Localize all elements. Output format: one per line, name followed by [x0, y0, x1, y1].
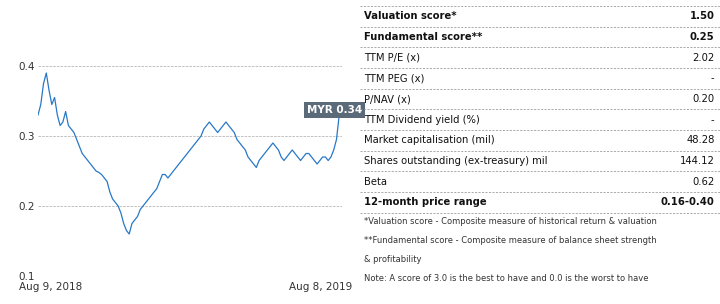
Text: Fundamental score**: Fundamental score**	[364, 32, 482, 42]
Text: Valuation score*: Valuation score*	[364, 12, 456, 21]
Text: 2.02: 2.02	[693, 53, 714, 63]
Text: 0.20: 0.20	[693, 94, 714, 104]
Text: 0.25: 0.25	[690, 32, 714, 42]
Text: P/NAV (x): P/NAV (x)	[364, 94, 410, 104]
Text: **Fundamental score - Composite measure of balance sheet strength: **Fundamental score - Composite measure …	[364, 236, 656, 245]
Text: *Valuation score - Composite measure of historical return & valuation: *Valuation score - Composite measure of …	[364, 217, 657, 226]
Text: 48.28: 48.28	[686, 136, 714, 145]
Text: 144.12: 144.12	[680, 156, 714, 166]
Text: TTM P/E (x): TTM P/E (x)	[364, 53, 420, 63]
Text: 1.50: 1.50	[690, 12, 714, 21]
Text: 0.62: 0.62	[693, 177, 714, 187]
Text: Note: A score of 3.0 is the best to have and 0.0 is the worst to have: Note: A score of 3.0 is the best to have…	[364, 274, 648, 283]
Text: -: -	[711, 74, 714, 83]
Text: Shares outstanding (ex-treasury) mil: Shares outstanding (ex-treasury) mil	[364, 156, 547, 166]
Text: TTM Dividend yield (%): TTM Dividend yield (%)	[364, 115, 480, 125]
Text: ZECON BHD: ZECON BHD	[9, 9, 109, 24]
Text: & profitability: & profitability	[364, 255, 421, 264]
Text: MYR 0.34: MYR 0.34	[307, 105, 362, 115]
Text: Beta: Beta	[364, 177, 387, 187]
Text: TTM PEG (x): TTM PEG (x)	[364, 74, 424, 83]
Text: 0.16-0.40: 0.16-0.40	[661, 198, 714, 207]
Text: 12-month price range: 12-month price range	[364, 198, 486, 207]
Text: -: -	[711, 115, 714, 125]
Text: Market capitalisation (mil): Market capitalisation (mil)	[364, 136, 494, 145]
